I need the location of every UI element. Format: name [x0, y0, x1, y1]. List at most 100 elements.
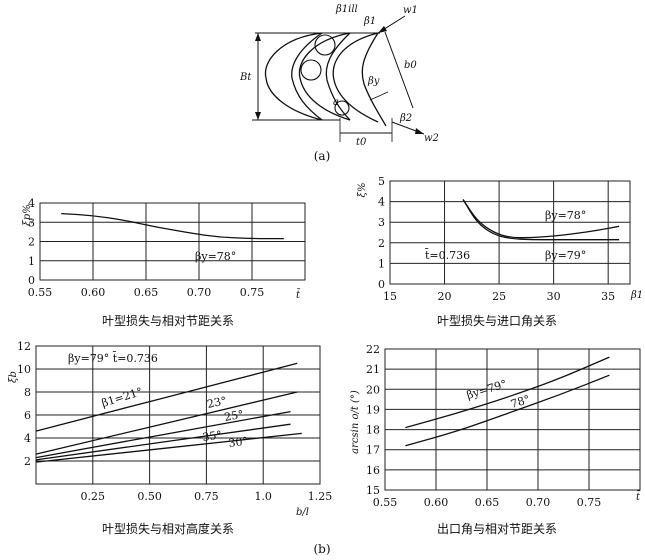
chart2-annotation-79: βy=79° [545, 249, 586, 262]
chart4-xtick-label: 0.70 [526, 496, 551, 509]
chart3-series-line-2 [35, 391, 298, 455]
chart1-series-line-1 [61, 212, 284, 240]
chart1-ytick-label: 0 [28, 274, 35, 287]
label-t0: t0 [356, 137, 367, 148]
chart1-xtick-label: 0.60 [81, 286, 106, 299]
chart3-ytick-label: 2 [24, 455, 31, 468]
chart2-xtick-label: 15 [383, 290, 397, 303]
chart3-series-label-35: 35° [202, 428, 223, 444]
chart3-ytick-label: 4 [24, 432, 31, 445]
chart1-ytick-label: 3 [28, 216, 35, 229]
chart3-series-label-30: 30° [228, 435, 249, 450]
chart4-ytick-label: 19 [366, 403, 380, 416]
chart2-ytick-label: 3 [378, 216, 385, 229]
label-w2: w2 [424, 133, 439, 144]
chart4-ytick-label: 15 [366, 484, 380, 497]
chart3-xtick-label: 0.25 [81, 490, 106, 503]
blade-cascade-diagram: β1ill β1 w1 Bt b0 βy a β2 t0 w2 [239, 4, 439, 148]
label-beta2: β2 [399, 113, 412, 124]
chart4-ytick-label: 18 [366, 424, 380, 437]
panel-a-caption: (a) [314, 149, 331, 163]
chart1-annotation: βy=78° [195, 250, 236, 263]
chart2-xtick-label: 25 [492, 290, 506, 303]
chart3-xtick-label: 0.75 [194, 490, 219, 503]
chart2-ytick-label: 2 [378, 237, 385, 250]
chart1-xtick-label: 0.75 [240, 286, 265, 299]
chart4-series-label-78: 78° [509, 393, 531, 411]
chart3-xtick-label: 0.50 [137, 490, 162, 503]
chart3-series-line-1 [35, 362, 298, 432]
chart1-plot: 0 1 2 3 4 0.55 0.60 0.65 0.70 0.75 [28, 197, 306, 299]
chart2-series-line-1 [462, 199, 620, 239]
chart3-xtick-label: 1.0 [254, 490, 272, 503]
chart2-plot: 0 1 2 3 4 5 15 20 25 30 35 [378, 175, 631, 303]
chart3-ylabel: ξb [8, 371, 19, 383]
chart3-ytick-label: 10 [17, 363, 31, 376]
chart4-ytick-label: 20 [366, 383, 380, 396]
chart3-series-line-4 [35, 423, 291, 461]
chart2-frame [389, 180, 631, 285]
chart4-series-line-1 [405, 356, 610, 429]
chart1-xtick-label: 0.65 [134, 286, 159, 299]
chart-relative-height-loss: ξb 2 4 6 8 10 12 0.25 0.50 0.75 1.0 1.25 βy=79° t̄… [8, 340, 332, 536]
chart2-ytick-label: 1 [378, 257, 385, 270]
chart4-xtick-label: 0.55 [373, 496, 398, 509]
chart3-plot: 2 4 6 8 10 12 0.25 0.50 0.75 1.0 1.25 [17, 340, 332, 503]
chart1-xtick-label: 0.55 [28, 286, 53, 299]
chart4-series-line-2 [405, 374, 610, 447]
chart4-ytick-label: 17 [366, 444, 380, 457]
chart2-ylabel: ξ% [357, 182, 368, 197]
chart4-xtick-label: 0.75 [577, 496, 602, 509]
label-w1: w1 [403, 5, 418, 16]
chart3-ytick-label: 12 [17, 340, 31, 353]
chart1-ytick-label: 2 [28, 236, 35, 249]
chart3-xlabel: b/l [296, 507, 309, 518]
chart4-xlabel: t̄ [636, 491, 641, 503]
chart3-ytick-label: 6 [24, 409, 31, 422]
chart3-series-line-5 [35, 432, 302, 463]
chart3-series-line-3 [35, 410, 291, 459]
chart2-series-line-2 [462, 199, 620, 241]
label-b0: b0 [404, 60, 417, 71]
chart2-annotation-78: βy=78° [545, 209, 586, 222]
chart2-ytick-label: 5 [378, 175, 385, 188]
chart2-annotation-pitch: t̄=0.736 [424, 249, 470, 262]
chart3-ytick-label: 8 [24, 386, 31, 399]
chart4-xtick-label: 0.65 [475, 496, 500, 509]
chart1-ylabel: ξp% [22, 204, 33, 225]
chart3-series-label-25: 25° [223, 408, 244, 424]
label-beta1-ill: β1ill [335, 4, 358, 15]
chart1-xtick-label: 0.70 [187, 286, 212, 299]
chart4-ylabel: arcsin o/t (°) [350, 390, 361, 454]
chart1-ytick-label: 1 [28, 255, 35, 268]
label-beta1: β1 [363, 16, 376, 27]
chart4-caption: 出口角与相对节距关系 [437, 522, 557, 536]
chart2-caption: 叶型损失与进口角关系 [437, 313, 557, 328]
chart2-xlabel: β1 [630, 290, 643, 301]
chart4-xtick-label: 0.60 [424, 496, 449, 509]
chart3-series-label-21: β1=21° [100, 385, 144, 410]
chart2-ytick-label: 4 [378, 196, 385, 209]
panel-b-caption: (b) [313, 542, 330, 556]
chart2-xtick-label: 20 [438, 290, 452, 303]
label-bt: Bt [239, 72, 252, 83]
chart4-frame [384, 348, 641, 491]
chart4-ytick-label: 21 [366, 363, 380, 376]
chart1-ytick-label: 4 [28, 197, 35, 210]
chart4-ytick-label: 16 [366, 464, 380, 477]
label-a: a [333, 97, 339, 108]
chart3-header-annotation: βy=79° t̄=0.736 [68, 352, 158, 365]
chart2-ytick-label: 0 [378, 278, 385, 291]
chart3-xtick-label: 1.25 [308, 490, 333, 503]
chart4-ytick-label: 22 [366, 343, 380, 356]
chart3-caption: 叶型损失与相对高度关系 [102, 521, 234, 536]
chart2-xtick-label: 35 [601, 290, 615, 303]
chart-exit-angle-pitch: arcsin o/t (°) 15 16 17 18 19 20 21 22 0.55 0.60 0… [350, 343, 641, 536]
label-beta-y: βy [367, 76, 380, 87]
chart1-caption: 叶型损失与相对节距关系 [102, 313, 234, 328]
chart3-series-label-23: 23° [206, 394, 228, 411]
chart4-plot: 15 16 17 18 19 20 21 22 0.55 0.60 0.65 0.70 0.75 [366, 343, 641, 509]
chart-inlet-angle-loss: ξ% 0 1 2 3 4 5 15 20 25 30 35 βy=78° t̄=0.736 βy=7… [357, 175, 643, 328]
